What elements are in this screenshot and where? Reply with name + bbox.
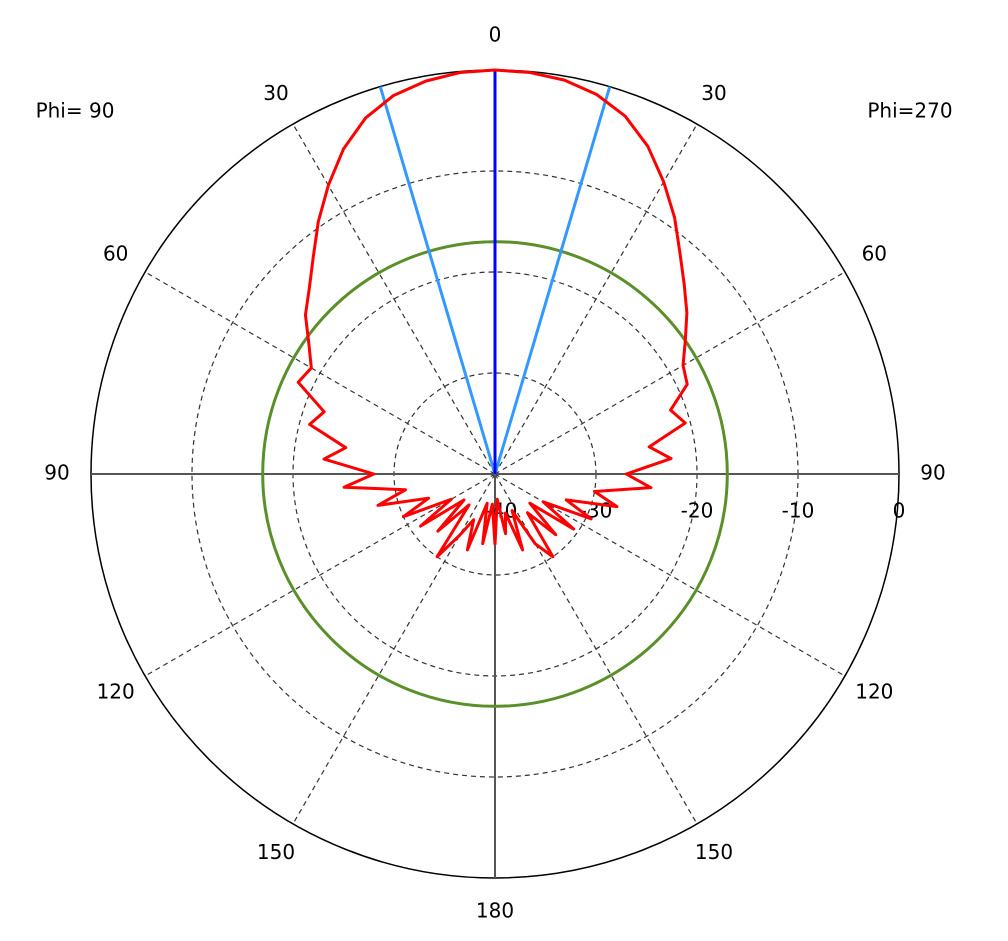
right-label: Phi=270 [867, 99, 952, 123]
theta-tick-label: 60 [103, 242, 128, 266]
theta-tick-label: 150 [695, 840, 733, 864]
pattern-line [296, 68, 689, 559]
grid-spoke [292, 123, 496, 475]
left-label: Phi= 90 [36, 99, 115, 123]
grid-spoke [144, 473, 496, 677]
theta-tick-label: 120 [855, 680, 893, 704]
theta-tick-label: 90 [44, 461, 69, 485]
grid-spoke [494, 473, 846, 677]
r-tick-label: -10 [782, 499, 815, 523]
r-tick-label: 0 [893, 499, 906, 523]
grid-spoke [494, 123, 698, 475]
grid-spoke [292, 473, 496, 825]
theta-tick-label: 60 [862, 242, 887, 266]
grid-spoke [494, 271, 846, 475]
theta-tick-label: 150 [257, 840, 295, 864]
grid-spoke [494, 473, 698, 825]
beamwidth-line [493, 86, 612, 475]
theta-tick-label: 30 [263, 81, 288, 105]
r-tick-label: -20 [681, 499, 714, 523]
theta-tick-label: 90 [920, 461, 945, 485]
theta-tick-label: 180 [476, 899, 514, 923]
theta-tick-label: 30 [701, 81, 726, 105]
theta-tick-label: 0 [489, 23, 502, 47]
theta-tick-label: 120 [97, 680, 135, 704]
beamwidth-line [378, 86, 497, 475]
grid-spoke [144, 271, 496, 475]
